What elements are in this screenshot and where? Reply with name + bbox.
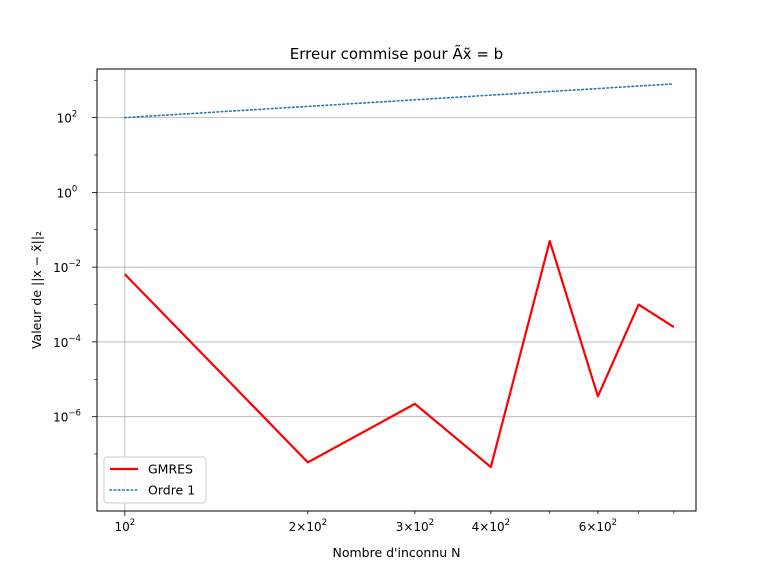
- x-tick-label: 3×102: [396, 518, 434, 534]
- series-line-ordre-1: [124, 83, 675, 119]
- x-tick-label: 2×102: [289, 518, 327, 534]
- legend-label: GMRES: [148, 462, 193, 477]
- x-tick-label: 6×102: [579, 518, 617, 534]
- chart-title: Erreur commise pour Ãx̃ = b: [290, 44, 503, 63]
- legend: GMRES Ordre 1: [103, 456, 207, 504]
- y-axis-label: Valeur de ||x − x̃||₂: [29, 231, 44, 349]
- grid-lines: [97, 69, 696, 511]
- axes-frame: [96, 68, 697, 512]
- series-layer: [124, 83, 675, 469]
- series-line-gmres: [124, 239, 675, 469]
- x-tick-label: 4×102: [472, 518, 510, 534]
- legend-label: Ordre 1: [148, 483, 195, 498]
- x-axis-label: Nombre d'inconnu N: [332, 545, 460, 560]
